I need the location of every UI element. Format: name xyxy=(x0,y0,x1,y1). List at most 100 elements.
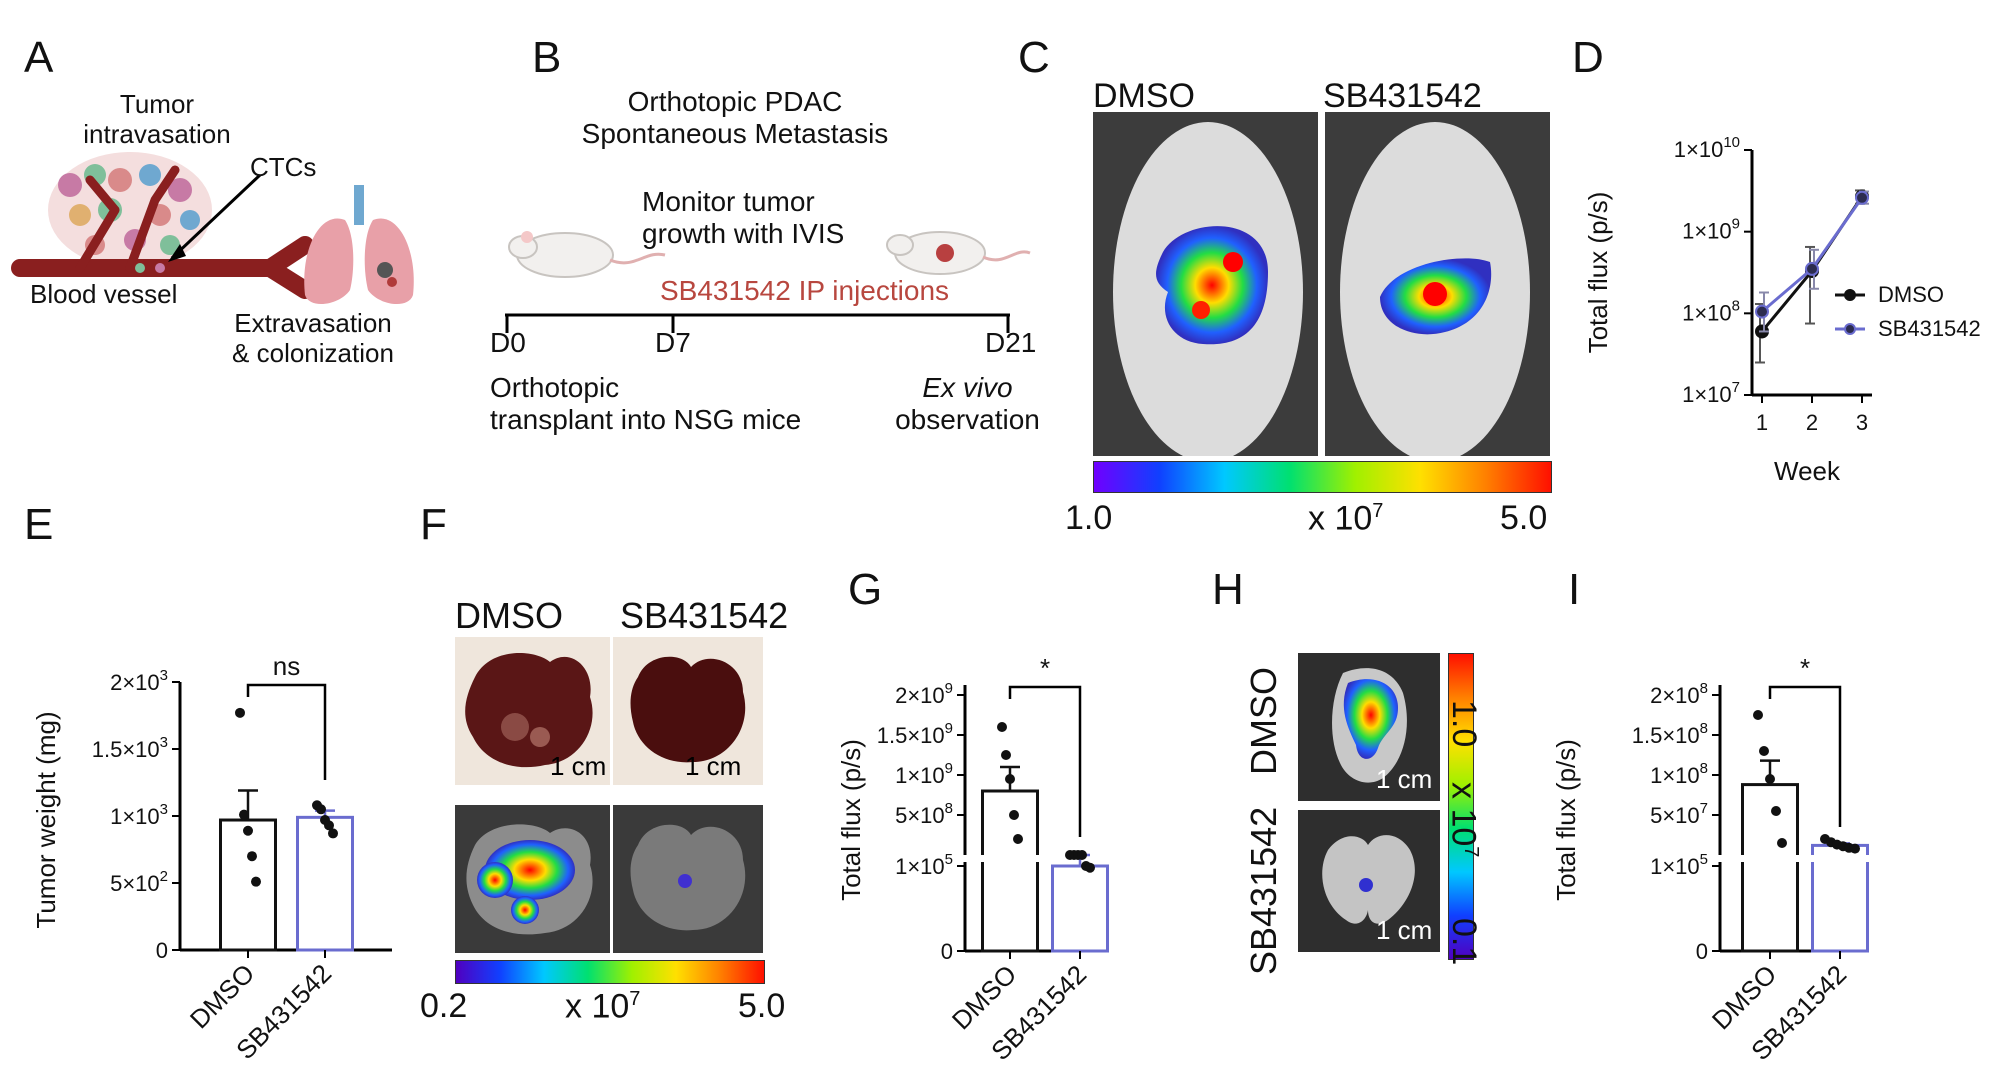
data-point-sb431542 xyxy=(1755,304,1769,319)
y-tick-label: 0 xyxy=(156,938,168,963)
exvivo-line1: Ex vivo xyxy=(922,372,1013,403)
legend-marker-sb431542 xyxy=(1844,323,1856,335)
chart-i: 01×1055×1071×1081.5×1082×108DMSOSB431542… xyxy=(1551,653,1875,1066)
colorbar-f-max: 5.0 xyxy=(738,987,786,1025)
liver-ivis-sb xyxy=(613,805,763,953)
colorbar-c-multiplier: x 107 xyxy=(1308,500,1383,538)
panel-letter-i: I xyxy=(1568,565,1581,614)
organ-label-sb: SB431542 xyxy=(620,595,789,636)
liver-signal xyxy=(678,874,692,888)
data-point-dmso xyxy=(1001,750,1011,760)
colorbar-h-bottom: 0.1 xyxy=(1445,918,1483,966)
panel-letter-a: A xyxy=(24,33,54,82)
chart-e: 05×1021×1031.5×1032×103DMSOSB431542nsTum… xyxy=(31,651,392,1065)
injection-label: SB431542 IP injections xyxy=(660,275,950,306)
data-point-dmso xyxy=(1765,774,1775,784)
monitor-line1: Monitor tumor xyxy=(642,186,815,217)
exvivo-label: Ex vivo observation xyxy=(880,372,1055,436)
tumor-intravasation-label: Tumor intravasation xyxy=(62,89,252,150)
data-point-dmso xyxy=(1009,810,1019,820)
y-tick-label: 2×109 xyxy=(895,680,953,708)
y-tick-label: 1×107 xyxy=(1682,379,1740,407)
data-point-dmso xyxy=(251,876,261,887)
ctc-cell xyxy=(135,263,145,273)
y-tick-label: 1.5×109 xyxy=(877,720,953,748)
x-tick-label: 2 xyxy=(1806,410,1818,435)
y-tick-label: 1×108 xyxy=(1682,297,1740,325)
data-point-sb431542 xyxy=(316,804,326,815)
colorbar-f-mult-exp: 7 xyxy=(629,988,641,1010)
y-tick-label: 5×107 xyxy=(1650,800,1708,828)
organ-label-dmso: DMSO xyxy=(455,595,563,636)
colorbar-h xyxy=(1448,653,1474,960)
panel-letter-h: H xyxy=(1212,565,1244,614)
colorbar-c-max: 5.0 xyxy=(1500,499,1548,537)
ctc-label: CTCs xyxy=(250,152,317,182)
day-0-label: D0 xyxy=(490,327,526,358)
lung-ivis-dmso: 1 cm xyxy=(1298,653,1440,801)
x-axis-label: Week xyxy=(1774,456,1841,486)
lung-ivis-sb: 1 cm xyxy=(1298,810,1440,952)
y-tick-label: 5×102 xyxy=(110,868,168,896)
y-tick-label: 5×108 xyxy=(895,800,953,828)
extravasation-label: Extravasation & colonization xyxy=(218,308,408,369)
ivis-label-dmso: DMSO xyxy=(1093,77,1195,115)
bar-break xyxy=(1808,855,1872,862)
ctc-arrowhead xyxy=(168,244,186,262)
monitor-label: Monitor tumor growth with IVIS xyxy=(642,186,844,250)
y-tick-label: 1×1010 xyxy=(1674,134,1740,162)
panel-letter-d: D xyxy=(1572,33,1604,82)
lung-label-sb: SB431542 xyxy=(1243,806,1284,975)
colorbar-c-mult-exp: 7 xyxy=(1372,500,1384,522)
y-axis-label: Tumor weight (mg) xyxy=(31,711,61,928)
colorbar-c-mult-base: x 10 xyxy=(1308,499,1373,538)
x-tick-label: DMSO xyxy=(184,958,260,1034)
ivis-label-sb: SB431542 xyxy=(1323,77,1482,115)
monitor-line2: growth with IVIS xyxy=(642,218,845,250)
timeline-title-line2: Spontaneous Metastasis xyxy=(581,118,889,150)
significance-bracket xyxy=(246,683,327,780)
bar-dmso xyxy=(219,818,277,952)
panel-letter-f: F xyxy=(420,500,447,549)
significance-label: * xyxy=(1040,653,1050,683)
data-point-dmso xyxy=(1777,838,1787,848)
timeline-title: Orthotopic PDAC Spontaneous Metastasis xyxy=(560,86,910,150)
liver-metastasis xyxy=(501,713,529,741)
y-tick-label: 1×105 xyxy=(1650,851,1708,879)
transplant-line2: transplant into NSG mice xyxy=(490,404,802,436)
ctc-arrow xyxy=(170,173,262,260)
transplant-line1: Orthotopic xyxy=(490,372,620,403)
scalebar-h-sb: 1 cm xyxy=(1376,915,1433,945)
x-tick-label: 1 xyxy=(1756,410,1768,435)
colorbar-f xyxy=(455,960,765,984)
y-tick-label: 1×109 xyxy=(1682,216,1740,244)
ivis-image-dmso xyxy=(1093,112,1318,456)
significance-label: ns xyxy=(273,651,300,681)
blood-vessel xyxy=(11,236,314,299)
data-point-dmso xyxy=(1753,710,1763,720)
y-axis-label: Total flux (p/s) xyxy=(1551,739,1581,901)
liver-organ xyxy=(465,652,593,768)
vessel-branches xyxy=(75,165,180,273)
legend-label-dmso: DMSO xyxy=(1878,282,1944,307)
legend-label-sb431542: SB431542 xyxy=(1878,316,1981,341)
liver-photo-dmso: 1 cm xyxy=(455,637,610,785)
mouse-icon-start xyxy=(508,231,666,278)
data-point-dmso xyxy=(997,722,1007,732)
y-axis-label: Total flux (p/s) xyxy=(1583,192,1613,354)
liver-ivis-dmso xyxy=(455,805,610,953)
day-21-label: D21 xyxy=(985,327,1037,358)
transplant-label: Orthotopic transplant into NSG mice xyxy=(490,372,801,436)
y-tick-label: 1×109 xyxy=(895,760,953,788)
x-tick-label: 3 xyxy=(1856,410,1868,435)
colorbar-c-min: 1.0 xyxy=(1065,499,1113,537)
data-point-sb431542 xyxy=(1805,261,1819,276)
mouse-icon-end xyxy=(886,231,1031,275)
timeline-diagram xyxy=(505,231,1031,333)
data-point-dmso xyxy=(1005,774,1015,784)
tumor-label-line1: Tumor xyxy=(119,89,195,119)
lung-label-dmso: DMSO xyxy=(1243,667,1284,775)
bar-break xyxy=(1738,855,1802,862)
scalebar-f-sb: 1 cm xyxy=(685,751,742,781)
